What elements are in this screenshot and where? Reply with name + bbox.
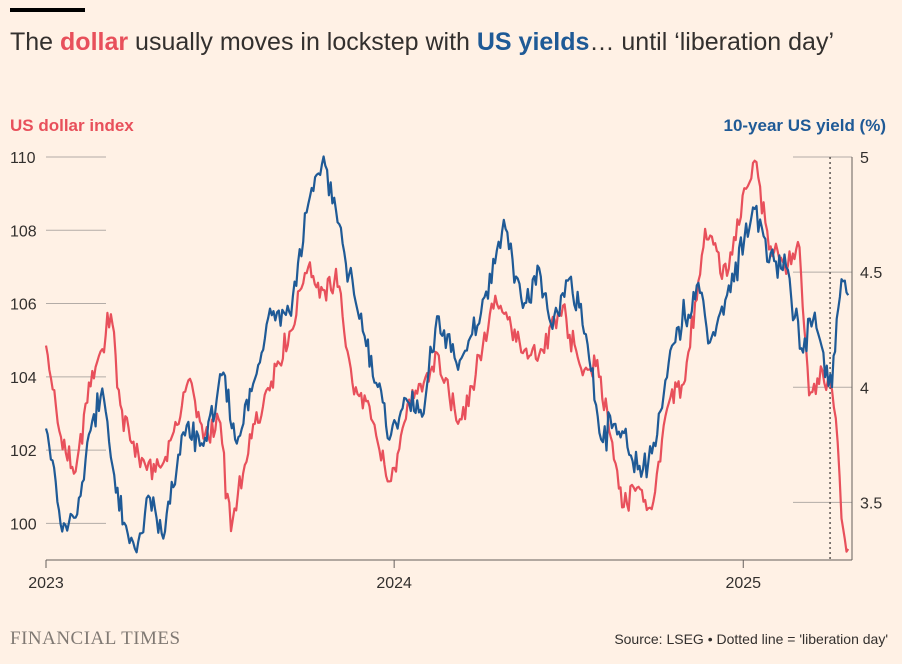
right-axis-gridlines: 3.5 4 4.5 5 <box>793 150 882 560</box>
left-tick-label-108: 108 <box>10 223 37 240</box>
left-tick-label-110: 110 <box>10 150 36 167</box>
right-axis-label: 10-year US yield (%) <box>723 116 886 135</box>
title-yields-highlight: US yields <box>476 28 590 56</box>
line-chart: 100 102 104 106 108 110 3.5 4 4.5 5 2023 2024 2025 <box>10 150 882 592</box>
x-tick-label-2025: 2025 <box>725 575 761 592</box>
ft-top-bar <box>10 8 85 12</box>
left-tick-label-104: 104 <box>10 370 37 387</box>
left-tick-label-102: 102 <box>10 443 37 460</box>
x-axis: 2023 2024 2025 <box>28 559 852 592</box>
right-tick-label-4.5: 4.5 <box>860 265 882 282</box>
left-axis-gridlines: 100 102 104 106 108 110 <box>10 150 106 533</box>
x-tick-label-2024: 2024 <box>376 575 412 592</box>
right-tick-label-4: 4 <box>860 380 869 397</box>
left-tick-label-100: 100 <box>10 516 37 533</box>
left-axis-label: US dollar index <box>10 116 134 135</box>
chart-title: The dollar usually moves in lockstep wit… <box>10 28 834 57</box>
source-note: Source: LSEG • Dotted line = 'liberation… <box>614 631 888 647</box>
us-yield-line <box>44 155 850 554</box>
series-lines <box>44 155 850 554</box>
title-suffix: … until ‘liberation day’ <box>589 28 835 56</box>
right-tick-label-3.5: 3.5 <box>860 495 882 512</box>
dollar-index-line <box>44 159 850 553</box>
right-tick-label-5: 5 <box>860 150 869 167</box>
x-tick-label-2023: 2023 <box>28 575 64 592</box>
title-middle: usually moves in lockstep with <box>128 28 477 56</box>
title-prefix: The <box>10 28 61 56</box>
financial-times-logo: FINANCIAL TIMES <box>10 628 181 649</box>
title-dollar-highlight: dollar <box>60 28 129 56</box>
left-tick-label-106: 106 <box>10 297 37 314</box>
